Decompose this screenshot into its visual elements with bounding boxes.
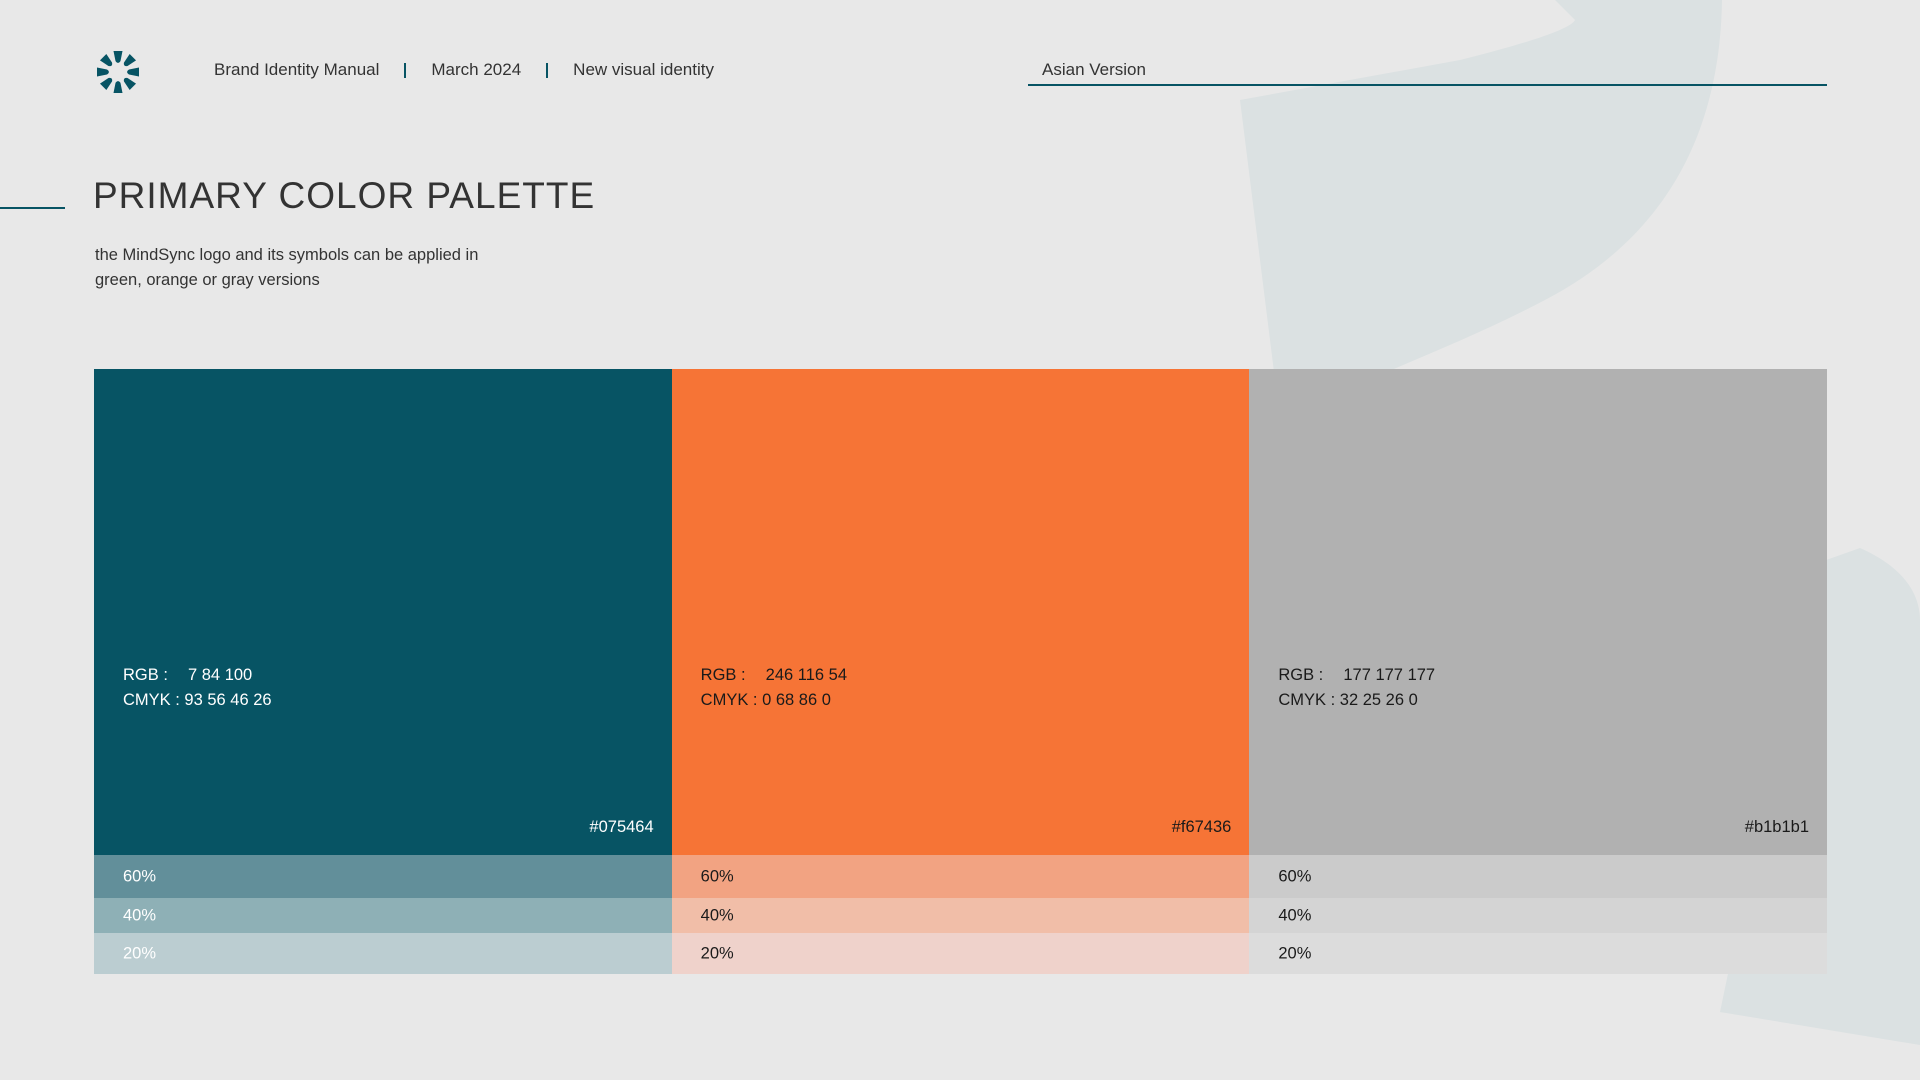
page-subtitle: the MindSync logo and its symbols can be… (95, 243, 565, 293)
rgb-label: RGB : (1278, 666, 1324, 684)
tint-20: 20% (671, 933, 1250, 974)
logo-petal (113, 81, 123, 93)
logo-petal (123, 77, 137, 91)
logo-petal (113, 51, 123, 63)
swatch-values: RGB : 177 177 177 CMYK : 32 25 26 0 (1278, 663, 1435, 713)
swatch-values: RGB : 7 84 100 CMYK : 93 56 46 26 (123, 663, 272, 713)
rgb-value: 177 177 177 (1343, 666, 1436, 684)
subtitle-line-2: green, orange or gray versions (95, 271, 320, 289)
tint-label: 60% (700, 867, 734, 885)
header-date: March 2024 (431, 60, 522, 79)
swatch-main: RGB : 246 116 54 CMYK : 0 68 86 0 #f67436 (671, 369, 1250, 855)
version-label: Asian Version (1042, 60, 1146, 79)
tint-label: 40% (123, 906, 157, 924)
tint-60: 60% (671, 855, 1250, 898)
title-accent-line (0, 207, 65, 209)
header-separator (546, 62, 549, 78)
hex-code: #b1b1b1 (1744, 818, 1810, 836)
tint-label: 20% (123, 944, 157, 962)
tint-60: 60% (94, 855, 672, 898)
tint-20: 20% (94, 933, 672, 974)
background-arc-top (1240, 0, 1722, 420)
logo-petal (99, 53, 113, 67)
rgb-line: RGB : 246 116 54 (701, 663, 847, 688)
rgb-line: RGB : 177 177 177 (1278, 663, 1435, 688)
header-identity-label: New visual identity (573, 60, 714, 79)
rgb-label: RGB : (700, 666, 746, 684)
subtitle-line-1: the MindSync logo and its symbols can be… (95, 246, 479, 264)
tint-label: 60% (1278, 867, 1312, 885)
rgb-label: RGB : (123, 666, 168, 684)
hex-code: #f67436 (1171, 818, 1232, 836)
tint-label: 20% (1278, 944, 1312, 962)
rgb-value: 246 116 54 (765, 666, 848, 684)
swatch-values: RGB : 246 116 54 CMYK : 0 68 86 0 (701, 663, 847, 713)
logo-icon (97, 51, 139, 93)
cmyk-line: CMYK : 0 68 86 0 (700, 691, 831, 709)
tint-60: 60% (1249, 855, 1828, 898)
header-manual-title: Brand Identity Manual (214, 60, 380, 79)
page-title: PRIMARY COLOR PALETTE (93, 175, 596, 216)
tint-label: 20% (700, 944, 734, 962)
hex-code: #075464 (589, 818, 654, 836)
logo-petal (127, 67, 139, 77)
header-separator (404, 62, 407, 78)
tint-20: 20% (1249, 933, 1828, 974)
swatch-main: RGB : 7 84 100 CMYK : 93 56 46 26 #075464 (94, 369, 672, 855)
color-palette: RGB : 7 84 100 CMYK : 93 56 46 26 #075464… (94, 369, 1828, 974)
logo-petal (97, 67, 109, 77)
tint-label: 60% (123, 867, 157, 885)
cmyk-line: CMYK : 32 25 26 0 (1278, 691, 1418, 709)
tint-40: 40% (94, 898, 672, 933)
rgb-line: RGB : 7 84 100 (123, 663, 272, 688)
tint-label: 40% (1278, 906, 1312, 924)
logo-petal (123, 53, 137, 67)
tint-40: 40% (1249, 898, 1828, 933)
header: Brand Identity Manual March 2024 New vis… (214, 60, 714, 80)
swatch-column-teal: RGB : 7 84 100 CMYK : 93 56 46 26 #075464… (94, 369, 672, 974)
tint-40: 40% (671, 898, 1250, 933)
tint-label: 40% (700, 906, 734, 924)
rgb-value: 7 84 100 (188, 666, 253, 684)
logo-petal (99, 77, 113, 91)
swatch-column-orange: RGB : 246 116 54 CMYK : 0 68 86 0 #f67436… (671, 369, 1250, 974)
swatch-column-gray: RGB : 177 177 177 CMYK : 32 25 26 0 #b1b1… (1249, 369, 1828, 974)
cmyk-line: CMYK : 93 56 46 26 (123, 691, 272, 709)
version-label-box: Asian Version (1028, 60, 1827, 86)
swatch-main: RGB : 177 177 177 CMYK : 32 25 26 0 #b1b1… (1249, 369, 1828, 855)
